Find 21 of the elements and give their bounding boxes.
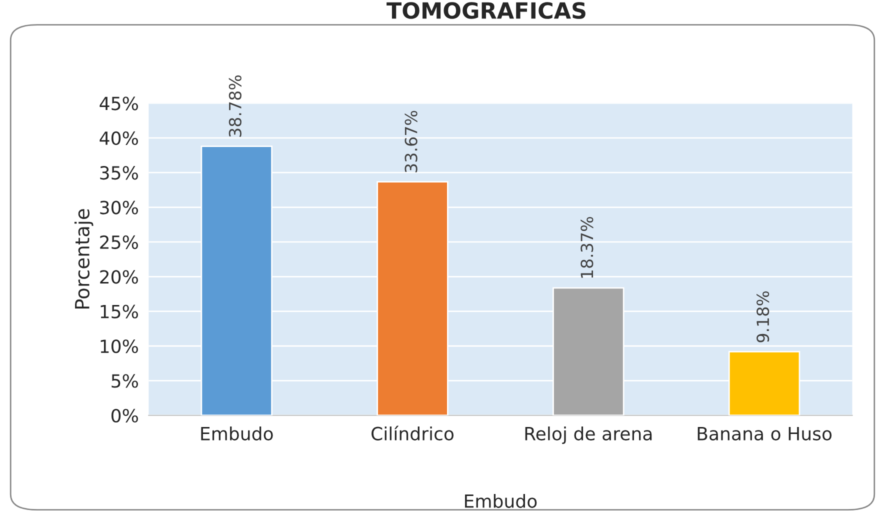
data-label: 9.18%	[756, 291, 770, 342]
y-tick-label: 35%	[100, 166, 138, 180]
y-tick-label: 5%	[112, 374, 138, 388]
y-tick-label: 40%	[100, 131, 138, 146]
y-tick-label: 10%	[100, 339, 138, 354]
data-label: 38.78%	[228, 75, 242, 137]
data-label: 18.37%	[580, 216, 594, 278]
y-tick-label: 15%	[100, 304, 138, 318]
chart-title: TOMOGRAFICAS	[386, 2, 586, 19]
y-tick-label: 0%	[112, 408, 138, 422]
y-tick-label: 25%	[100, 235, 138, 250]
x-tick-label: Banana o Huso	[698, 427, 832, 440]
x-tick-label: Reloj de arena	[525, 426, 652, 444]
data-label: 33.67%	[404, 110, 418, 172]
x-axis-title: Embudo	[465, 494, 537, 508]
y-tick-label: 30%	[100, 200, 138, 214]
x-tick-label: Embudo	[201, 426, 273, 440]
y-tick-label: 20%	[100, 270, 138, 284]
y-tick-label: 45%	[100, 96, 138, 110]
y-axis-title: Porcentaje	[74, 209, 94, 309]
x-tick-label: Cilíndrico	[372, 426, 454, 440]
